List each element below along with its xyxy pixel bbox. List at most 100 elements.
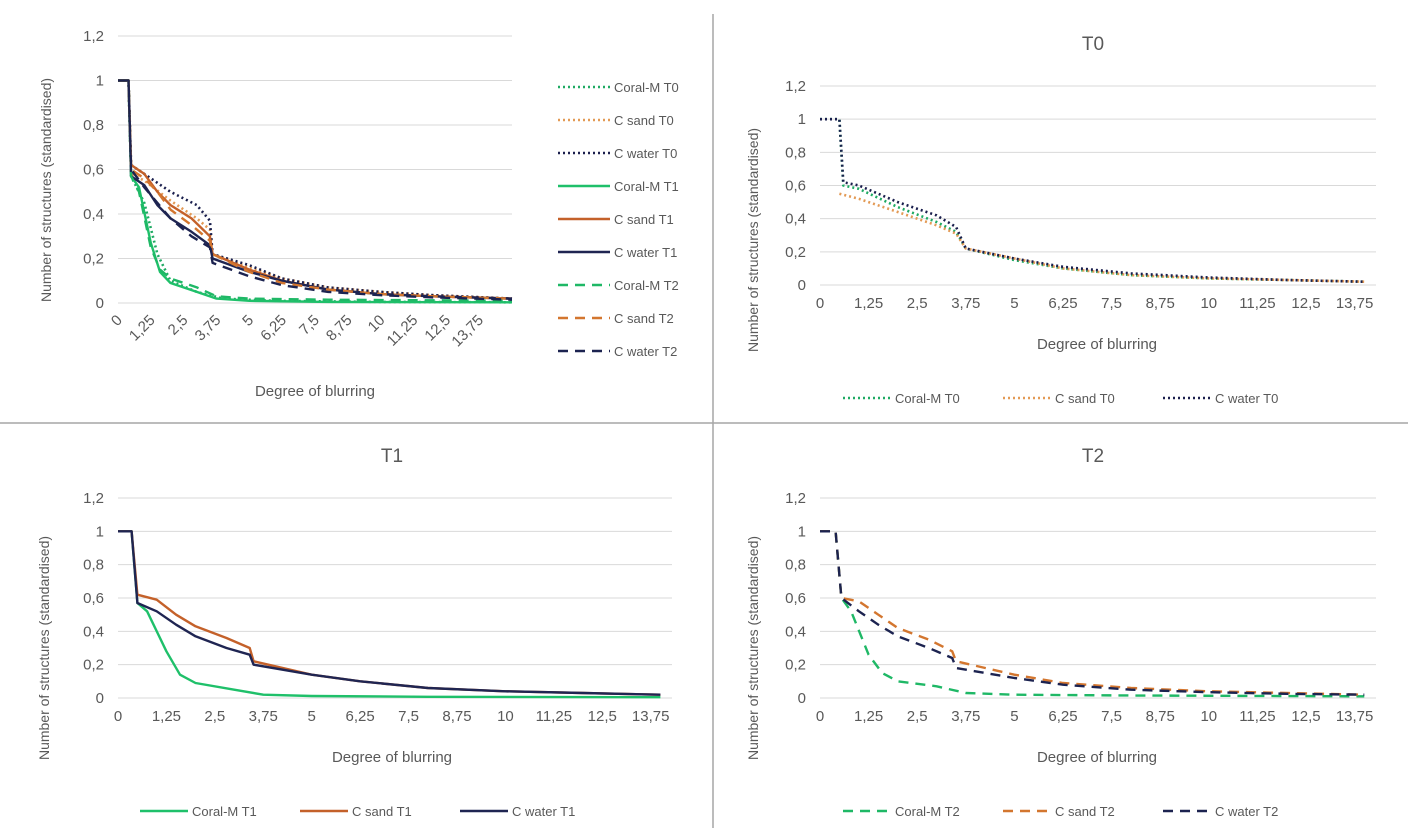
x-tick-label: 1,25 bbox=[854, 708, 883, 725]
legend-label: Coral-M T2 bbox=[895, 804, 960, 819]
y-tick-labels: 0 0,2 0,4 0,6 0,8 1 1,2 bbox=[785, 78, 806, 294]
x-axis-label: Degree of blurring bbox=[332, 749, 452, 766]
legend: Coral-M T0 C sand T0 C water T0 Coral-M T1 C… bbox=[558, 80, 679, 359]
x-tick-label: 2,5 bbox=[907, 295, 928, 312]
series-line-coral-m-t0 bbox=[118, 79, 513, 304]
series-line-coral-m-t2 bbox=[820, 530, 1365, 698]
x-tick-label: 11,25 bbox=[1239, 708, 1275, 725]
legend-label: Coral-M T2 bbox=[614, 278, 679, 293]
x-tick-label: 11,25 bbox=[1239, 295, 1275, 312]
y-tick-label: 1,2 bbox=[83, 490, 104, 507]
x-tick-label: 1,25 bbox=[854, 295, 883, 312]
series-line-coral-m-t1 bbox=[118, 79, 513, 304]
legend-label: Coral-M T1 bbox=[192, 804, 257, 819]
x-tick-label: 12,5 bbox=[588, 708, 617, 725]
legend-label: C water T0 bbox=[1215, 391, 1278, 406]
y-tick-label: 0,6 bbox=[785, 590, 806, 607]
gridlines bbox=[118, 497, 672, 699]
chart-panel-t1: T1 0 0,2 0,4 0,6 0,8 1 1,2 0 1,25 2,5 3,75 5 6,25 7,… bbox=[36, 446, 672, 819]
x-axis-label: Degree of blurring bbox=[1037, 749, 1157, 766]
y-tick-label: 1 bbox=[96, 73, 104, 90]
series-lines bbox=[118, 530, 661, 699]
legend-label: C sand T0 bbox=[1055, 391, 1115, 406]
x-tick-label: 12,5 bbox=[1291, 708, 1320, 725]
legend-label: Coral-M T1 bbox=[614, 179, 679, 194]
x-tick-label: 12,5 bbox=[1291, 295, 1320, 312]
series-line-c-water-t1 bbox=[118, 79, 513, 300]
x-tick-label: 1,25 bbox=[126, 312, 159, 345]
y-tick-label: 1,2 bbox=[83, 28, 104, 45]
x-axis-label: Degree of blurring bbox=[1037, 336, 1157, 353]
legend-label: C water T1 bbox=[614, 245, 677, 260]
x-tick-label: 0 bbox=[114, 708, 122, 725]
x-tick-label: 7,5 bbox=[1101, 708, 1122, 725]
x-tick-label: 13,75 bbox=[1336, 708, 1374, 725]
y-axis-label: Number of structures (standardised) bbox=[36, 536, 52, 760]
series-line-c-sand-t1 bbox=[118, 530, 661, 696]
x-tick-label: 3,75 bbox=[192, 312, 225, 345]
x-tick-label: 3,75 bbox=[951, 295, 980, 312]
y-tick-label: 1 bbox=[96, 523, 104, 540]
y-tick-label: 0,8 bbox=[83, 117, 104, 134]
series-line-c-sand-t0 bbox=[118, 79, 513, 300]
chart-title: T1 bbox=[381, 446, 403, 467]
panel-dividers bbox=[0, 14, 1408, 828]
y-tick-labels: 0 0,2 0,4 0,6 0,8 1 1,2 bbox=[785, 490, 806, 707]
x-tick-label: 7,5 bbox=[1101, 295, 1122, 312]
legend-label: C water T0 bbox=[614, 146, 677, 161]
legend-label: Coral-M T0 bbox=[614, 80, 679, 95]
chart-panel-t0: T0 0 0,2 0,4 0,6 0,8 1 1,2 0 1,25 2,5 3,75 5 6,25 7,… bbox=[745, 34, 1376, 406]
y-tick-label: 0 bbox=[798, 690, 806, 707]
y-axis-label: Number of structures (standardised) bbox=[745, 536, 761, 760]
y-tick-labels: 0 0,2 0,4 0,6 0,8 1 1,2 bbox=[83, 28, 104, 312]
x-tick-label: 2,5 bbox=[907, 708, 928, 725]
y-tick-label: 0,4 bbox=[785, 623, 806, 640]
x-axis-label: Degree of blurring bbox=[255, 383, 375, 400]
x-tick-label: 7,5 bbox=[398, 708, 419, 725]
series-line-c-sand-t1 bbox=[118, 79, 513, 300]
y-tick-label: 0,6 bbox=[83, 162, 104, 179]
series-line-coral-m-t1 bbox=[118, 530, 661, 699]
x-tick-label: 5 bbox=[308, 708, 316, 725]
chart-title: T0 bbox=[1082, 34, 1104, 55]
y-tick-label: 1,2 bbox=[785, 490, 806, 507]
series-lines bbox=[118, 79, 513, 304]
chart-panel-combined: 00,20,40,60,811,2 0 1,25 2,5 3,75 5 6,25 7,5 8,… bbox=[38, 28, 679, 400]
x-tick-label: 6,25 bbox=[346, 708, 375, 725]
x-tick-label: 13,75 bbox=[448, 312, 487, 351]
y-tick-label: 0,4 bbox=[83, 623, 104, 640]
series-line-c-water-t2 bbox=[820, 530, 1365, 696]
x-tick-label: 5 bbox=[1010, 708, 1018, 725]
series-line-c-water-t1 bbox=[118, 530, 661, 696]
gridlines bbox=[118, 35, 512, 304]
x-tick-label: 5 bbox=[239, 312, 257, 330]
x-tick-label: 11,25 bbox=[384, 312, 422, 350]
x-tick-label: 7,5 bbox=[296, 312, 323, 339]
x-tick-label: 10 bbox=[497, 708, 514, 725]
legend-label: C sand T2 bbox=[614, 311, 674, 326]
series-line-c-water-t2 bbox=[118, 79, 513, 301]
chart-panel-t2: T2 0 0,2 0,4 0,6 0,8 1 1,2 0 1,25 2,5 3,75 5 6,25 7,… bbox=[745, 446, 1376, 819]
legend-label: C water T1 bbox=[512, 804, 575, 819]
x-tick-label: 3,75 bbox=[249, 708, 278, 725]
x-tick-label: 13,75 bbox=[1336, 295, 1374, 312]
x-tick-label: 0 bbox=[816, 295, 824, 312]
y-tick-label: 0 bbox=[798, 277, 806, 294]
legend: Coral-M T1 C sand T1 C water T1 bbox=[140, 804, 575, 819]
series-line-coral-m-t2 bbox=[118, 79, 513, 302]
legend-label: C water T2 bbox=[614, 344, 677, 359]
x-tick-label: 8,75 bbox=[1146, 295, 1175, 312]
x-tick-label: 6,25 bbox=[1048, 708, 1077, 725]
x-tick-label: 13,75 bbox=[632, 708, 670, 725]
chart-title: T2 bbox=[1082, 446, 1104, 467]
y-tick-label: 0,2 bbox=[83, 657, 104, 674]
y-axis-label: Number of structures (standardised) bbox=[38, 78, 54, 302]
y-tick-label: 0,2 bbox=[83, 251, 104, 268]
x-tick-label: 8,75 bbox=[442, 708, 471, 725]
y-tick-label: 1 bbox=[798, 523, 806, 540]
x-tick-label: 10 bbox=[365, 312, 389, 336]
series-line-c-sand-t2 bbox=[118, 79, 513, 300]
